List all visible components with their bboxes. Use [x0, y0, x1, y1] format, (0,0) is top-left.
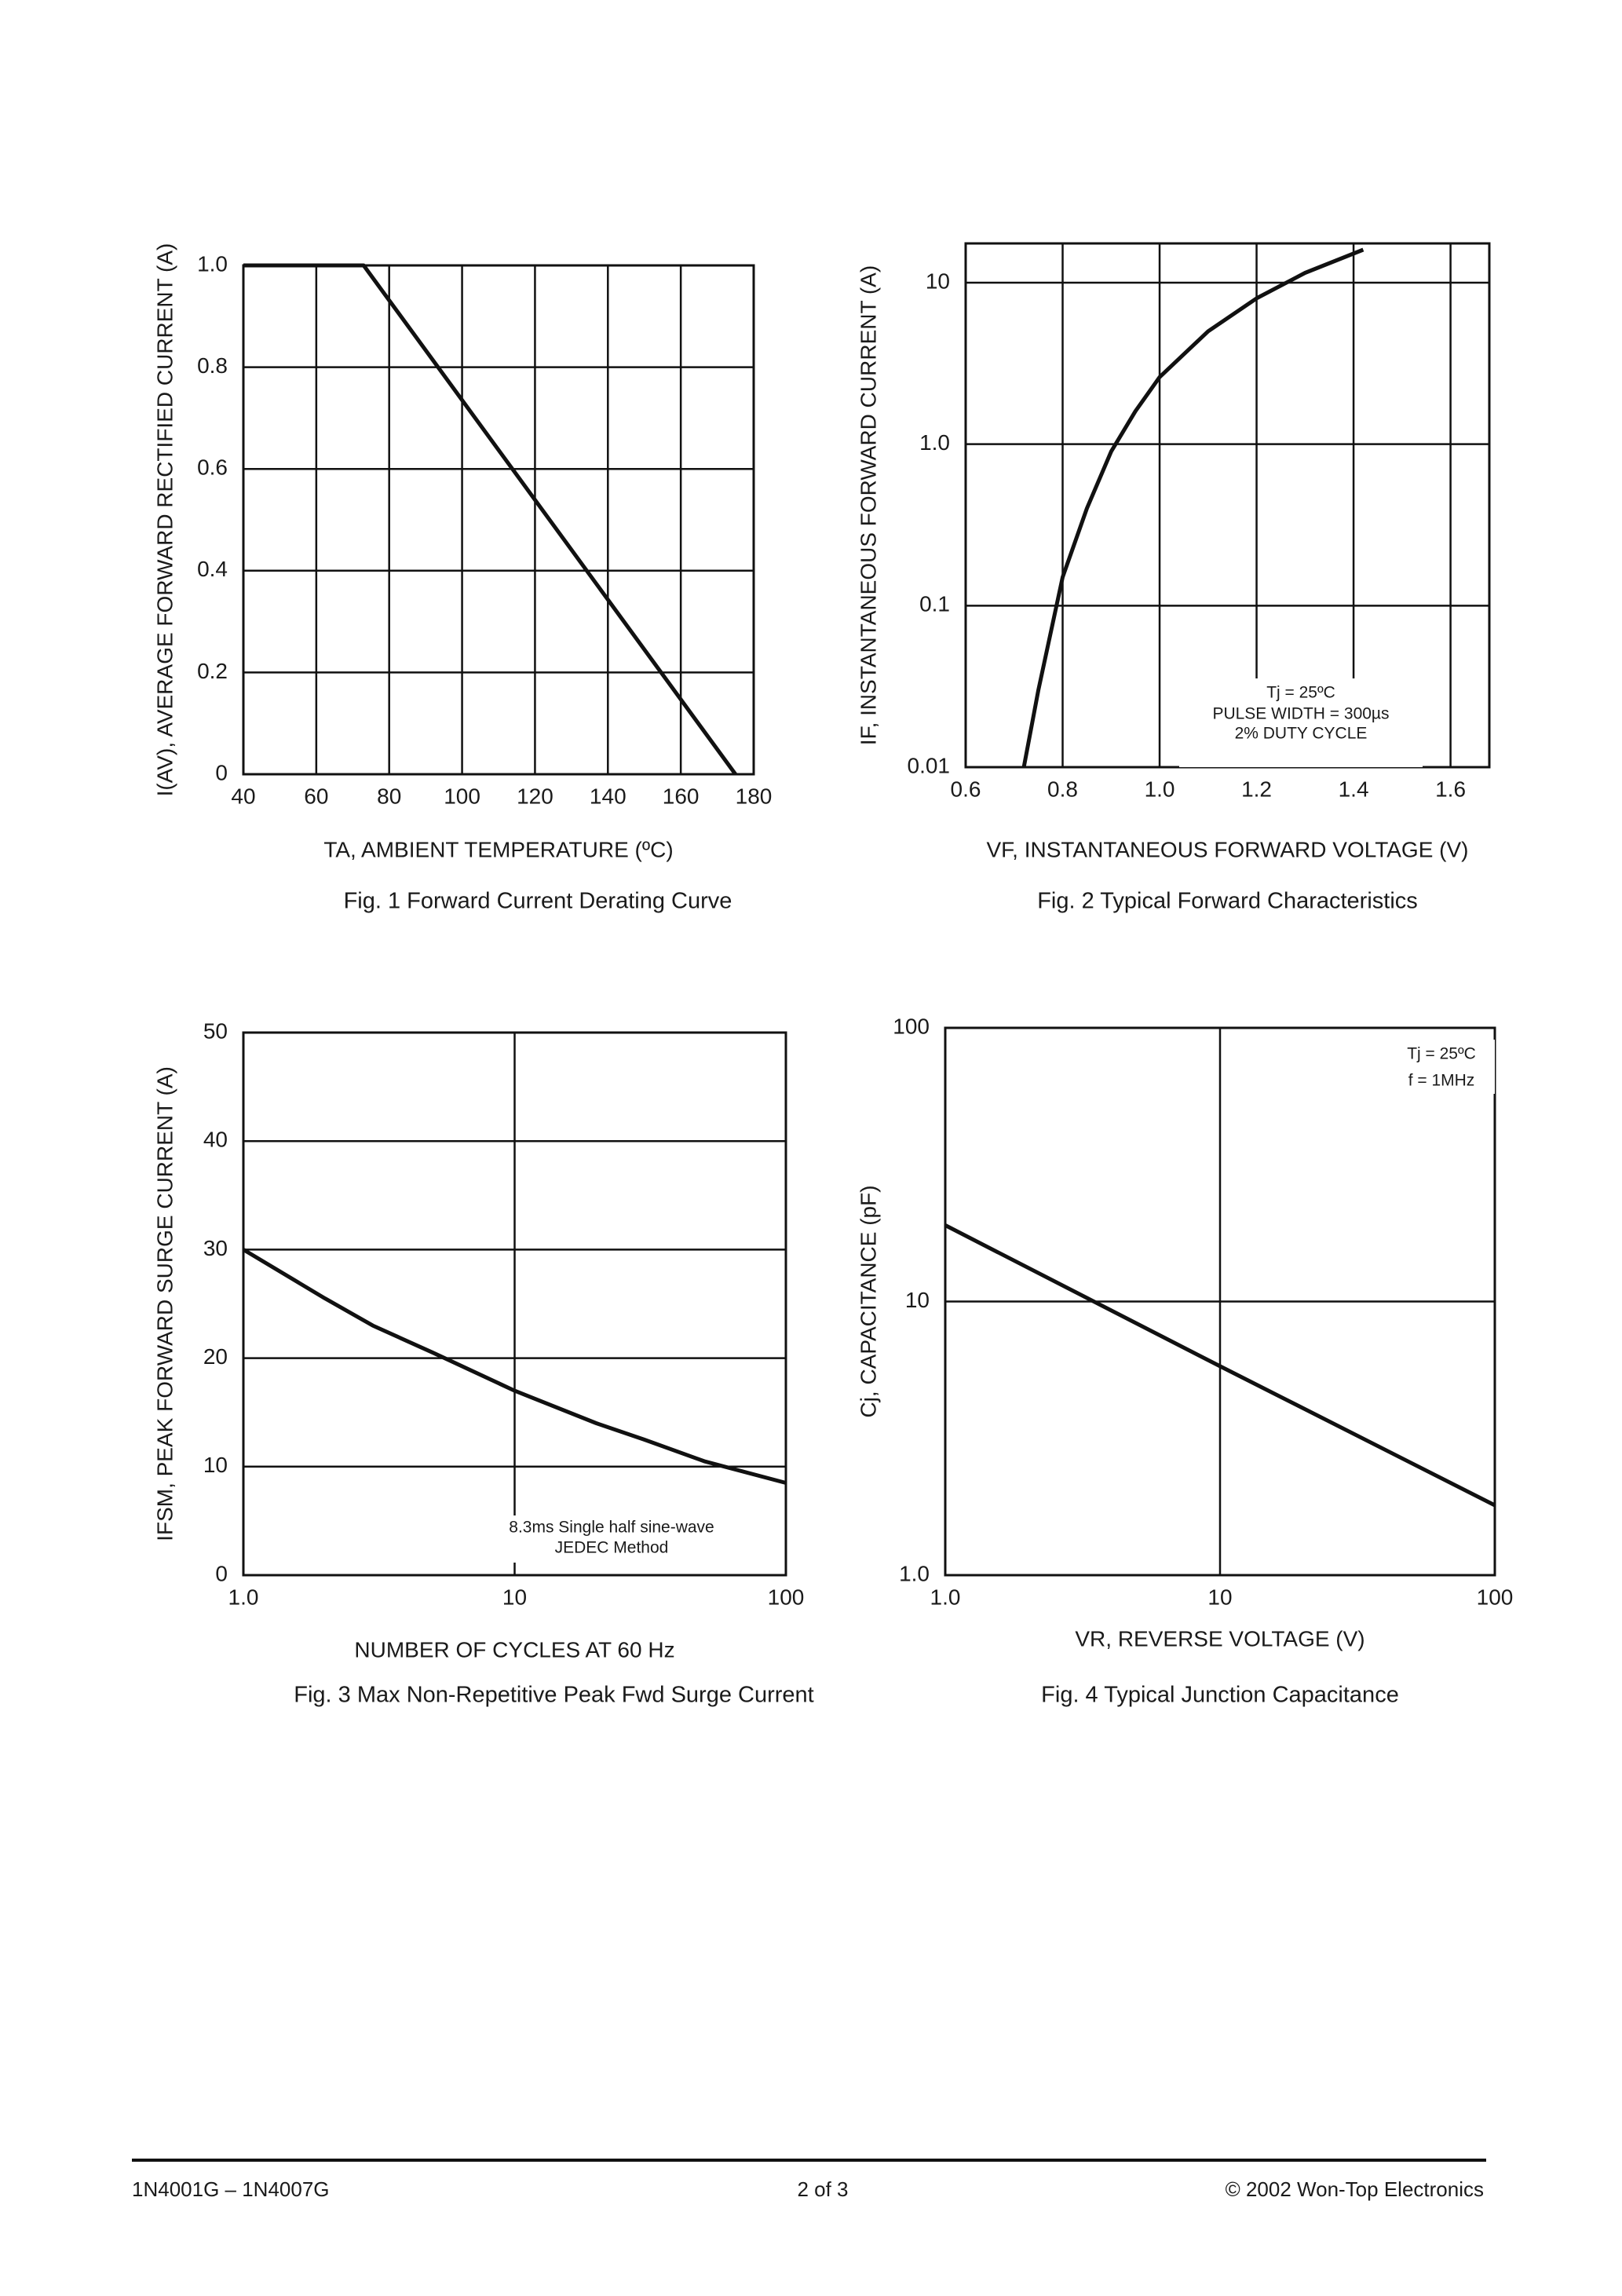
x-tick-label: 1.0: [1145, 777, 1175, 801]
x-axis-label: TA, AMBIENT TEMPERATURE (ºC): [323, 837, 673, 861]
x-tick-label: 1.0: [930, 1585, 961, 1609]
y-tick-label: 50: [203, 1018, 228, 1043]
figure-caption: Fig. 2 Typical Forward Characteristics: [1037, 889, 1418, 914]
annotation: Tj = 25ºC: [1266, 684, 1335, 702]
annotation: JEDEC Method: [555, 1539, 669, 1557]
x-tick-label: 1.2: [1241, 777, 1272, 801]
x-tick-label: 60: [304, 784, 328, 808]
y-tick-label: 100: [893, 1014, 930, 1038]
plot-frame: [242, 264, 755, 776]
y-axis-label: IFSM, PEAK FORWARD SURGE CURRENT (A): [152, 1066, 177, 1541]
x-tick-label: 40: [231, 784, 255, 808]
x-tick-label: 140: [590, 784, 627, 808]
x-tick-label: 1.6: [1435, 777, 1466, 801]
x-tick-label: 100: [1477, 1585, 1514, 1609]
y-tick-label: 0.8: [197, 353, 228, 378]
y-tick-label: 1.0: [899, 1561, 930, 1585]
x-tick-label: 0.6: [951, 777, 981, 801]
annotation: 2% DUTY CYCLE: [1235, 725, 1368, 743]
y-tick-label: 20: [203, 1344, 228, 1369]
x-tick-label: 10: [502, 1585, 527, 1609]
y-tick-label: 0.4: [197, 557, 228, 581]
y-axis-label: I(AV), AVERAGE FORWARD RECTIFIED CURRENT…: [152, 243, 177, 797]
data-line: [1021, 247, 1364, 768]
annotation: Tj = 25ºC: [1407, 1045, 1476, 1063]
x-tick-label: 0.8: [1047, 777, 1078, 801]
data-line: [243, 263, 737, 776]
plot-frame: [944, 1026, 1496, 1577]
y-axis-label: Cj, CAPACITANCE (pF): [856, 1185, 880, 1417]
annotation: 8.3ms Single half sine-wave: [509, 1519, 714, 1537]
figure-caption: Fig. 1 Forward Current Derating Curve: [344, 889, 732, 914]
y-tick-label: 1.0: [197, 251, 228, 276]
y-tick-label: 0.01: [908, 753, 951, 777]
y-tick-label: 0.1: [919, 592, 950, 616]
x-tick-label: 120: [517, 784, 553, 808]
y-tick-label: 0: [215, 1561, 228, 1585]
x-tick-label: 1.4: [1339, 777, 1369, 801]
footer-left: 1N4001G – 1N4007G: [132, 2177, 330, 2201]
y-tick-label: 0: [215, 760, 228, 784]
annotation: PULSE WIDTH = 300µs: [1212, 705, 1389, 723]
annotation-box: [1389, 1040, 1495, 1094]
annotation: f = 1MHz: [1408, 1072, 1475, 1090]
y-tick-label: 40: [203, 1128, 228, 1152]
x-tick-label: 100: [444, 784, 480, 808]
annotation-box: [501, 1515, 722, 1563]
x-tick-label: 160: [663, 784, 700, 808]
x-tick-label: 10: [1207, 1585, 1232, 1609]
footer-right: © 2002 Won-Top Electronics: [1226, 2177, 1484, 2201]
data-line: [944, 1223, 1496, 1508]
plot-frame: [242, 1031, 787, 1577]
y-tick-label: 0.2: [197, 659, 228, 683]
y-tick-label: 10: [926, 269, 950, 293]
x-axis-label: NUMBER OF CYCLES AT 60 Hz: [354, 1637, 674, 1662]
figure-caption: Fig. 3 Max Non-Repetitive Peak Fwd Surge…: [294, 1683, 813, 1708]
y-tick-label: 30: [203, 1236, 228, 1260]
figure-caption: Fig. 4 Typical Junction Capacitance: [1041, 1683, 1399, 1708]
x-axis-label: VF, INSTANTANEOUS FORWARD VOLTAGE (V): [987, 837, 1469, 861]
x-tick-label: 1.0: [228, 1585, 259, 1609]
x-axis-label: VR, REVERSE VOLTAGE (V): [1075, 1626, 1364, 1651]
footer-center: 2 of 3: [797, 2177, 848, 2201]
x-tick-label: 100: [768, 1585, 805, 1609]
y-tick-label: 10: [905, 1288, 930, 1312]
y-axis-label: IF, INSTANTANEOUS FORWARD CURRENT (A): [856, 265, 880, 745]
data-line: [242, 1248, 787, 1485]
x-tick-label: 180: [736, 784, 773, 808]
y-tick-label: 10: [203, 1453, 228, 1477]
x-tick-label: 80: [377, 784, 401, 808]
y-tick-label: 1.0: [919, 430, 950, 455]
y-tick-label: 0.6: [197, 455, 228, 480]
annotation-box: [1179, 678, 1423, 767]
